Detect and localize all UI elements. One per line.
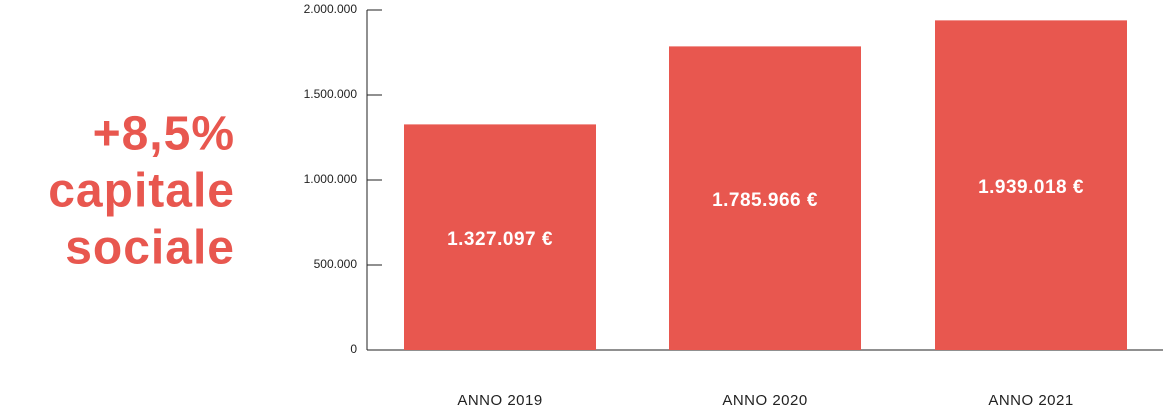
y-tick-label: 1.000.000 [304,172,358,186]
y-tick-label: 1.500.000 [304,87,358,101]
headline-text: capitale [48,165,235,218]
headline-text: +8,5% [93,108,235,161]
y-tick-label: 0 [350,342,357,356]
bar [935,20,1127,350]
value-label: 1.785.966 € [712,190,818,211]
headline-text: sociale [65,222,235,275]
y-tick-label: 500.000 [314,257,358,271]
x-tick-label: ANNO 2019 [457,392,542,409]
value-label: 1.939.018 € [978,177,1084,198]
bar [669,46,861,351]
x-tick-label: ANNO 2021 [988,392,1073,409]
y-tick-label: 2.000.000 [304,2,358,16]
x-tick-label: ANNO 2020 [722,392,807,409]
bar [404,124,596,350]
value-label: 1.327.097 € [447,229,553,250]
